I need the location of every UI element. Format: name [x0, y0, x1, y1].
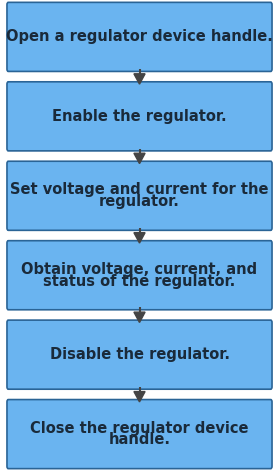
FancyBboxPatch shape: [7, 161, 272, 230]
Polygon shape: [134, 391, 145, 402]
FancyBboxPatch shape: [7, 320, 272, 389]
Polygon shape: [134, 233, 145, 243]
FancyBboxPatch shape: [7, 241, 272, 310]
FancyBboxPatch shape: [7, 2, 272, 72]
Text: Set voltage and current for the: Set voltage and current for the: [10, 182, 269, 197]
FancyBboxPatch shape: [7, 399, 272, 469]
Text: Obtain voltage, current, and: Obtain voltage, current, and: [21, 262, 258, 277]
Text: handle.: handle.: [109, 432, 170, 447]
Text: Enable the regulator.: Enable the regulator.: [52, 109, 227, 124]
FancyBboxPatch shape: [7, 82, 272, 151]
Polygon shape: [134, 153, 145, 163]
Text: Open a regulator device handle.: Open a regulator device handle.: [6, 29, 273, 44]
Polygon shape: [134, 74, 145, 84]
Polygon shape: [134, 312, 145, 323]
Text: Close the regulator device: Close the regulator device: [30, 421, 249, 436]
Text: regulator.: regulator.: [99, 194, 180, 209]
Text: Disable the regulator.: Disable the regulator.: [49, 347, 230, 362]
Text: status of the regulator.: status of the regulator.: [43, 274, 236, 289]
